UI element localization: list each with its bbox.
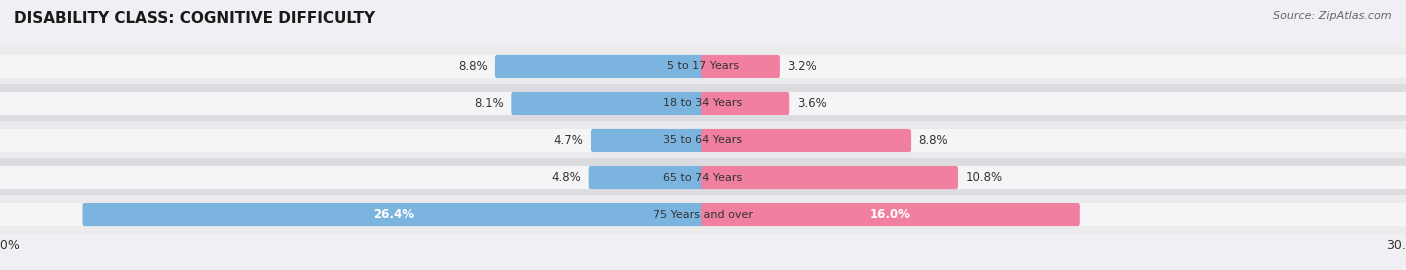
FancyBboxPatch shape <box>512 92 704 115</box>
Text: DISABILITY CLASS: COGNITIVE DIFFICULTY: DISABILITY CLASS: COGNITIVE DIFFICULTY <box>14 11 375 26</box>
FancyBboxPatch shape <box>0 92 704 115</box>
Text: 18 to 34 Years: 18 to 34 Years <box>664 99 742 109</box>
Text: 75 Years and over: 75 Years and over <box>652 210 754 220</box>
FancyBboxPatch shape <box>589 166 704 189</box>
FancyBboxPatch shape <box>495 55 704 78</box>
Text: 26.4%: 26.4% <box>373 208 415 221</box>
FancyBboxPatch shape <box>702 129 911 152</box>
FancyBboxPatch shape <box>702 166 1406 189</box>
Text: 16.0%: 16.0% <box>870 208 911 221</box>
FancyBboxPatch shape <box>702 129 1406 152</box>
Text: 4.7%: 4.7% <box>554 134 583 147</box>
FancyBboxPatch shape <box>702 92 789 115</box>
Text: 5 to 17 Years: 5 to 17 Years <box>666 61 740 72</box>
Text: 10.8%: 10.8% <box>966 171 1002 184</box>
FancyBboxPatch shape <box>591 129 704 152</box>
FancyBboxPatch shape <box>0 203 704 226</box>
FancyBboxPatch shape <box>702 166 957 189</box>
FancyBboxPatch shape <box>702 92 1406 115</box>
FancyBboxPatch shape <box>702 55 1406 78</box>
FancyBboxPatch shape <box>702 203 1080 226</box>
FancyBboxPatch shape <box>0 195 1406 234</box>
Text: 35 to 64 Years: 35 to 64 Years <box>664 136 742 146</box>
FancyBboxPatch shape <box>0 121 1406 160</box>
Text: 3.6%: 3.6% <box>797 97 827 110</box>
FancyBboxPatch shape <box>0 84 1406 123</box>
Text: 8.1%: 8.1% <box>474 97 503 110</box>
Text: 3.2%: 3.2% <box>787 60 817 73</box>
Text: 65 to 74 Years: 65 to 74 Years <box>664 173 742 183</box>
FancyBboxPatch shape <box>702 55 780 78</box>
FancyBboxPatch shape <box>83 203 704 226</box>
FancyBboxPatch shape <box>0 55 704 78</box>
FancyBboxPatch shape <box>0 47 1406 86</box>
FancyBboxPatch shape <box>0 158 1406 197</box>
FancyBboxPatch shape <box>702 203 1406 226</box>
FancyBboxPatch shape <box>0 129 704 152</box>
Text: Source: ZipAtlas.com: Source: ZipAtlas.com <box>1274 11 1392 21</box>
FancyBboxPatch shape <box>0 166 704 189</box>
Text: 8.8%: 8.8% <box>458 60 488 73</box>
Text: 8.8%: 8.8% <box>918 134 948 147</box>
Text: 4.8%: 4.8% <box>551 171 581 184</box>
